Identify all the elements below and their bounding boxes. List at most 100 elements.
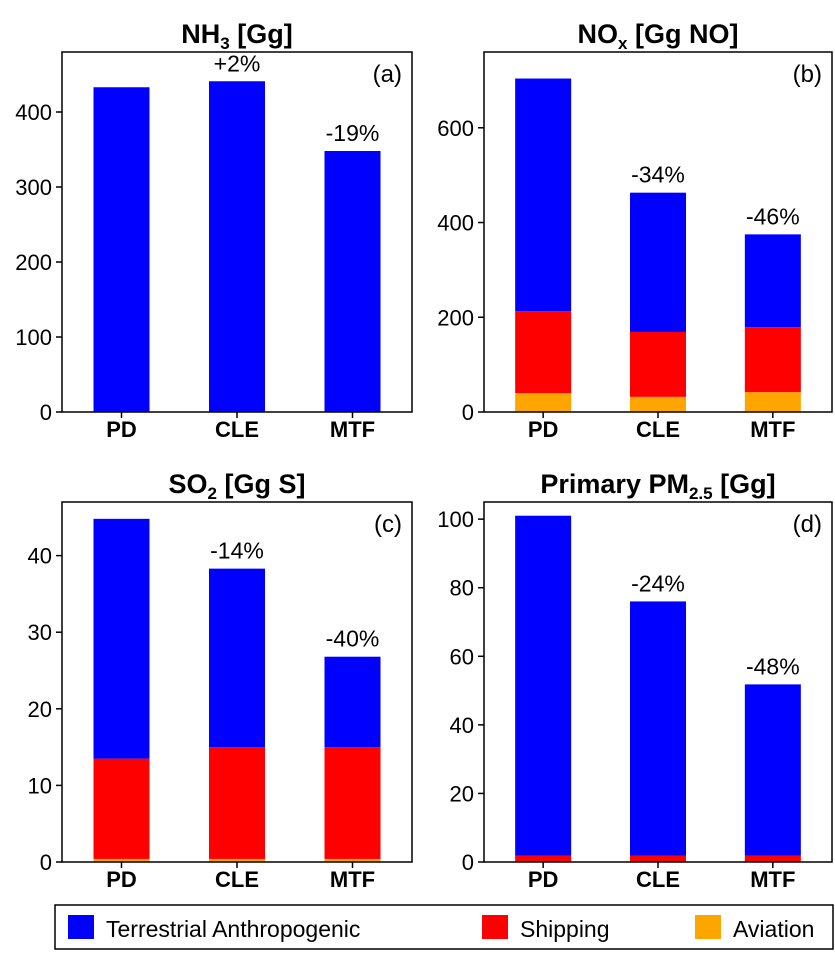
plot-frame bbox=[61, 501, 413, 863]
y-tick-label: 30 bbox=[28, 620, 52, 645]
panel-1: PD +2% CLE -19% MTF 0 100 200 300 400 (a) NH3 [Gg] bbox=[15, 19, 413, 442]
panel-label: (b) bbox=[793, 61, 822, 88]
y-tick-label: 60 bbox=[450, 644, 474, 669]
bar-mtf-terrestrial-anthropogenic bbox=[324, 656, 381, 748]
legend-label-terrestrial-anthropogenic: Terrestrial Anthropogenic bbox=[106, 916, 360, 942]
legend: Terrestrial Anthropogenic Shipping Aviatio… bbox=[54, 904, 834, 950]
y-tick-label: 10 bbox=[28, 773, 52, 798]
legend-swatch-shipping bbox=[482, 915, 508, 939]
bar-cle-aviation bbox=[209, 858, 265, 862]
bar-cle-shipping bbox=[630, 331, 686, 397]
bar-annotation: -48% bbox=[746, 653, 800, 679]
bar-mtf-terrestrial-anthropogenic bbox=[324, 151, 381, 412]
y-tick-label: 80 bbox=[450, 576, 474, 601]
y-tick-label: 100 bbox=[437, 507, 474, 532]
y-tick-label: 20 bbox=[28, 697, 52, 722]
title-main: Primary PM bbox=[540, 469, 689, 499]
y-tick-label: 600 bbox=[437, 116, 474, 141]
bar-cle-terrestrial-anthropogenic bbox=[209, 81, 265, 412]
y-tick-label: 100 bbox=[15, 325, 52, 350]
plot-frame bbox=[61, 51, 413, 413]
bar-annotation: -46% bbox=[746, 203, 800, 229]
y-tick-label: 20 bbox=[450, 781, 474, 806]
bar-mtf-aviation bbox=[324, 858, 381, 862]
legend-label-shipping: Shipping bbox=[520, 916, 610, 942]
panel-label: (a) bbox=[373, 61, 402, 88]
bar-pd-shipping bbox=[515, 311, 572, 394]
chart-title: NOx [Gg NO] bbox=[578, 19, 739, 53]
bar-cle-terrestrial-anthropogenic bbox=[630, 601, 686, 856]
bar-pd-shipping bbox=[515, 855, 572, 862]
bar-mtf-shipping bbox=[324, 747, 381, 859]
y-tick-label: 200 bbox=[15, 250, 52, 275]
title-rest: [Gg S] bbox=[217, 469, 306, 499]
bar-pd-terrestrial-anthropogenic bbox=[93, 518, 150, 759]
y-tick-label: 0 bbox=[462, 400, 474, 425]
x-tick-label: PD bbox=[528, 417, 559, 442]
bar-mtf-shipping bbox=[744, 327, 801, 393]
bar-pd-terrestrial-anthropogenic bbox=[515, 515, 572, 856]
title-rest: [Gg] bbox=[230, 19, 293, 49]
bar-mtf-terrestrial-anthropogenic bbox=[744, 684, 801, 856]
y-tick-label: 0 bbox=[40, 400, 52, 425]
title-main: SO bbox=[169, 469, 208, 499]
panel-label: (c) bbox=[374, 511, 402, 538]
bar-annotation: -34% bbox=[631, 162, 685, 188]
x-tick-label: MTF bbox=[330, 417, 375, 442]
title-subscript: x bbox=[618, 34, 628, 53]
title-main: NH bbox=[181, 19, 220, 49]
chart-title: Primary PM2.5 [Gg] bbox=[540, 469, 775, 503]
x-tick-label: CLE bbox=[215, 867, 259, 892]
x-tick-label: CLE bbox=[215, 417, 259, 442]
title-rest: [Gg NO] bbox=[627, 19, 738, 49]
bar-pd-terrestrial-anthropogenic bbox=[515, 78, 572, 312]
x-tick-label: CLE bbox=[636, 867, 680, 892]
bar-annotation: -19% bbox=[326, 120, 380, 146]
bar-annotation: +2% bbox=[214, 50, 261, 76]
bar-pd-terrestrial-anthropogenic bbox=[93, 87, 150, 412]
legend-label-aviation: Aviation bbox=[733, 916, 814, 942]
y-tick-label: 400 bbox=[15, 100, 52, 125]
bar-mtf-terrestrial-anthropogenic bbox=[744, 234, 801, 328]
legend-swatch-terrestrial-anthropogenic bbox=[68, 915, 94, 939]
bar-pd-shipping bbox=[93, 758, 150, 859]
bar-cle-shipping bbox=[209, 747, 265, 859]
bar-pd-aviation bbox=[93, 858, 150, 862]
y-tick-label: 0 bbox=[462, 850, 474, 875]
x-tick-label: PD bbox=[106, 867, 137, 892]
title-rest: [Gg] bbox=[713, 469, 776, 499]
x-tick-label: MTF bbox=[330, 867, 375, 892]
bar-annotation: -24% bbox=[631, 570, 685, 596]
panel-3: PD -14% CLE -40% MTF 0 10 20 30 40 (c) SO2 [Gg S] bbox=[28, 469, 413, 892]
plot-frame bbox=[483, 501, 833, 863]
title-subscript: 2.5 bbox=[689, 484, 713, 503]
title-subscript: 3 bbox=[220, 34, 229, 53]
chart-title: SO2 [Gg S] bbox=[169, 469, 306, 503]
bar-annotation: -14% bbox=[210, 538, 264, 564]
title-subscript: 2 bbox=[208, 484, 217, 503]
chart-title: NH3 [Gg] bbox=[181, 19, 292, 53]
y-tick-label: 40 bbox=[450, 713, 474, 738]
bar-mtf-shipping bbox=[744, 855, 801, 862]
x-tick-label: PD bbox=[106, 417, 137, 442]
x-tick-label: CLE bbox=[636, 417, 680, 442]
y-tick-label: 400 bbox=[437, 211, 474, 236]
bar-cle-aviation bbox=[630, 396, 686, 412]
y-tick-label: 40 bbox=[28, 544, 52, 569]
y-tick-label: 300 bbox=[15, 175, 52, 200]
title-main: NO bbox=[578, 19, 619, 49]
x-tick-label: MTF bbox=[750, 417, 795, 442]
x-tick-label: MTF bbox=[750, 867, 795, 892]
panel-4: PD -24% CLE -48% MTF 0 20 40 60 80 100 (d) Primary P… bbox=[437, 469, 833, 892]
bar-cle-terrestrial-anthropogenic bbox=[209, 568, 265, 748]
plot-frame bbox=[483, 51, 833, 413]
panel-label: (d) bbox=[793, 511, 822, 538]
bar-cle-shipping bbox=[630, 855, 686, 862]
bar-cle-terrestrial-anthropogenic bbox=[630, 192, 686, 332]
legend-swatch-aviation bbox=[695, 915, 721, 939]
bar-pd-aviation bbox=[515, 393, 572, 412]
bar-annotation: -40% bbox=[326, 626, 380, 652]
x-tick-label: PD bbox=[528, 867, 559, 892]
